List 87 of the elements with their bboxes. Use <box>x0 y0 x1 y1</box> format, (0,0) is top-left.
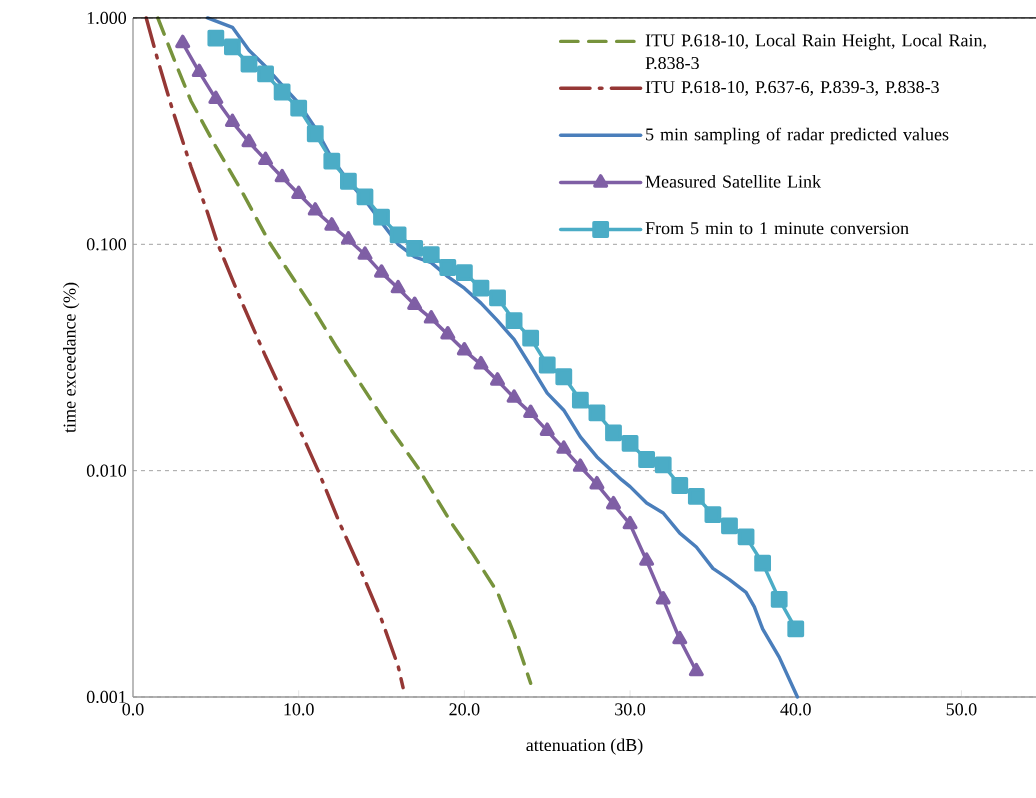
legend-label: Measured Satellite Link <box>645 175 822 188</box>
point <box>258 151 274 165</box>
line-series <box>144 16 405 690</box>
point <box>208 90 224 104</box>
point <box>455 264 473 282</box>
point <box>555 368 573 386</box>
point <box>390 279 406 294</box>
point <box>572 458 588 472</box>
point <box>639 552 655 566</box>
x-tick-label: 20.0 <box>449 703 480 716</box>
point <box>721 517 738 535</box>
legend-label: ITU P.618-10, Local Rain Height, Local Rain, P.838-3 <box>645 33 986 70</box>
point <box>505 312 523 330</box>
y-tick-label: 0.001 <box>86 690 126 704</box>
point <box>489 289 506 307</box>
point <box>323 152 341 170</box>
point <box>605 424 622 442</box>
point <box>224 38 241 56</box>
point <box>356 188 374 206</box>
x-tick-label: 0.0 <box>122 703 144 716</box>
point <box>754 554 772 572</box>
point <box>257 65 274 83</box>
point <box>407 296 423 310</box>
x-tick-label: 10.0 <box>284 703 314 716</box>
point <box>175 34 191 49</box>
point <box>621 434 639 452</box>
point <box>339 172 357 190</box>
point <box>556 440 572 454</box>
point <box>274 168 290 183</box>
point <box>422 246 440 264</box>
x-tick-label: 40.0 <box>780 703 811 716</box>
point <box>340 231 356 245</box>
point <box>687 487 705 505</box>
point <box>373 208 390 226</box>
point <box>224 113 240 128</box>
x-tick-label: 30.0 <box>615 703 646 716</box>
point <box>638 451 656 468</box>
point <box>588 404 606 422</box>
point <box>357 246 373 260</box>
point <box>207 29 225 47</box>
y-axis-title: time exceedance (%) <box>62 282 80 433</box>
point <box>440 325 456 340</box>
point <box>688 662 704 677</box>
point <box>374 264 390 278</box>
point <box>655 590 671 605</box>
point <box>456 341 472 356</box>
point <box>307 202 323 216</box>
point <box>571 391 589 409</box>
point <box>473 355 489 370</box>
point <box>522 329 540 347</box>
line-series <box>156 16 533 685</box>
point <box>589 475 605 490</box>
x-axis-title: attenuation (dB) <box>526 738 643 755</box>
point <box>439 259 457 276</box>
x-tick-label: 50.0 <box>946 703 977 716</box>
point <box>240 55 258 73</box>
point <box>191 63 207 78</box>
point <box>472 279 490 297</box>
point <box>273 83 291 101</box>
legend-label: From 5 min to 1 minute conversion <box>645 222 909 235</box>
y-tick-label: 1.000 <box>87 11 127 25</box>
point <box>622 515 638 530</box>
point <box>538 356 556 374</box>
point <box>671 477 689 494</box>
point <box>241 133 257 148</box>
legend-label: ITU P.618-10, P.637-6, P.839-3, P.838-3 <box>645 80 939 96</box>
point <box>290 99 308 117</box>
point <box>787 620 805 638</box>
point <box>406 239 424 257</box>
point <box>324 217 340 231</box>
y-tick-label: 0.100 <box>86 238 127 251</box>
y-tick-label: 0.010 <box>86 464 127 477</box>
point <box>506 389 522 403</box>
point <box>704 506 722 523</box>
point <box>672 630 688 645</box>
point <box>490 372 506 386</box>
point <box>770 590 788 608</box>
point <box>389 226 407 244</box>
point <box>423 310 439 324</box>
point <box>539 422 555 436</box>
legend-label: 5 min sampling of radar predicted values <box>646 127 949 145</box>
point <box>737 528 755 546</box>
point <box>605 495 622 510</box>
point <box>291 185 307 199</box>
point <box>306 125 324 143</box>
point <box>523 404 539 418</box>
point <box>654 456 672 474</box>
